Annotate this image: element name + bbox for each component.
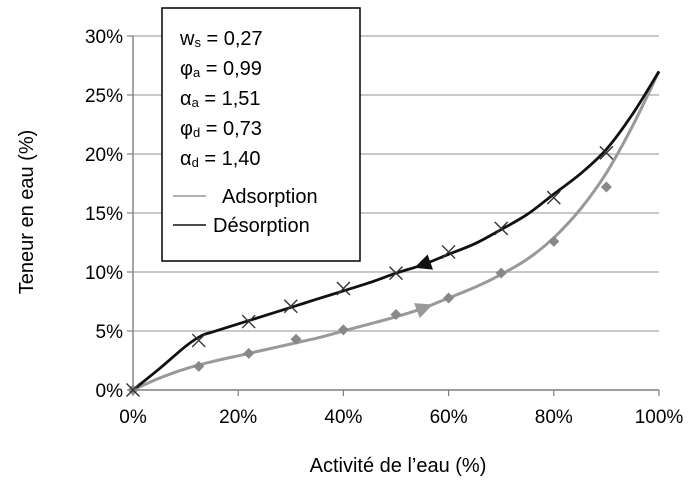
data-point xyxy=(290,333,302,345)
x-tick-label: 40% xyxy=(324,407,362,428)
legend-desorption-label: Désorption xyxy=(213,215,310,237)
data-point xyxy=(548,235,560,247)
data-point xyxy=(191,333,206,348)
data-point xyxy=(494,221,509,236)
data-point xyxy=(441,244,456,259)
direction-arrow xyxy=(414,254,433,270)
y-tick-label: 25% xyxy=(85,86,123,107)
series-line xyxy=(132,70,661,392)
x-tick-label: 80% xyxy=(535,407,573,428)
x-tick-label: 60% xyxy=(430,407,468,428)
parameter-label: αa = 1,51 xyxy=(180,88,261,110)
axes xyxy=(132,36,659,391)
parameter-label: φd = 0,73 xyxy=(180,118,262,140)
y-tick-label: 20% xyxy=(85,145,123,166)
x-tick-label: 20% xyxy=(219,407,257,428)
y-tick-label: 5% xyxy=(96,322,124,343)
direction-arrows xyxy=(414,254,433,318)
data-point xyxy=(390,308,402,320)
parameter-label: αd = 1,40 xyxy=(180,148,261,170)
data-point xyxy=(243,347,255,359)
parameter-label: ws = 0,27 xyxy=(179,28,263,50)
parameter-label: φa = 0,99 xyxy=(180,58,262,80)
direction-arrow xyxy=(414,303,433,318)
data-point xyxy=(126,383,140,397)
y-axis-label: Teneur en eau (%) xyxy=(16,130,38,295)
parameter-list: ws = 0,27 φa = 0,99 αa = 1,51 φd = 0,73 αd =… xyxy=(179,28,263,170)
data-point xyxy=(389,266,403,281)
data-point xyxy=(495,267,507,279)
x-tick-label: 100% xyxy=(635,407,684,428)
markers-group xyxy=(126,145,614,397)
y-tick-label: 0% xyxy=(96,381,124,402)
data-point xyxy=(599,145,614,160)
y-tick-label: 10% xyxy=(85,263,123,284)
data-point xyxy=(546,190,561,205)
data-point xyxy=(443,292,455,304)
y-tick-label: 15% xyxy=(85,204,123,225)
x-axis-ticks: 0% 20% 40% 60% 80% 100% xyxy=(119,390,683,428)
data-point xyxy=(283,299,298,314)
data-point xyxy=(337,324,349,336)
data-point xyxy=(336,281,351,296)
x-tick-label: 0% xyxy=(119,407,147,428)
data-point xyxy=(193,360,205,372)
data-point xyxy=(241,314,256,329)
data-point xyxy=(600,181,612,193)
legend: ws = 0,27 φa = 0,99 αa = 1,51 φd = 0,73 αd =… xyxy=(161,7,361,262)
legend-box xyxy=(161,7,361,262)
x-axis-label: Activité de l’eau (%) xyxy=(310,455,487,477)
legend-adsorption-label: Adsorption xyxy=(222,186,318,208)
y-axis-ticks: 0% 5% 10% 15% 20% 25% 30% xyxy=(85,27,133,402)
y-tick-label: 30% xyxy=(85,27,123,48)
